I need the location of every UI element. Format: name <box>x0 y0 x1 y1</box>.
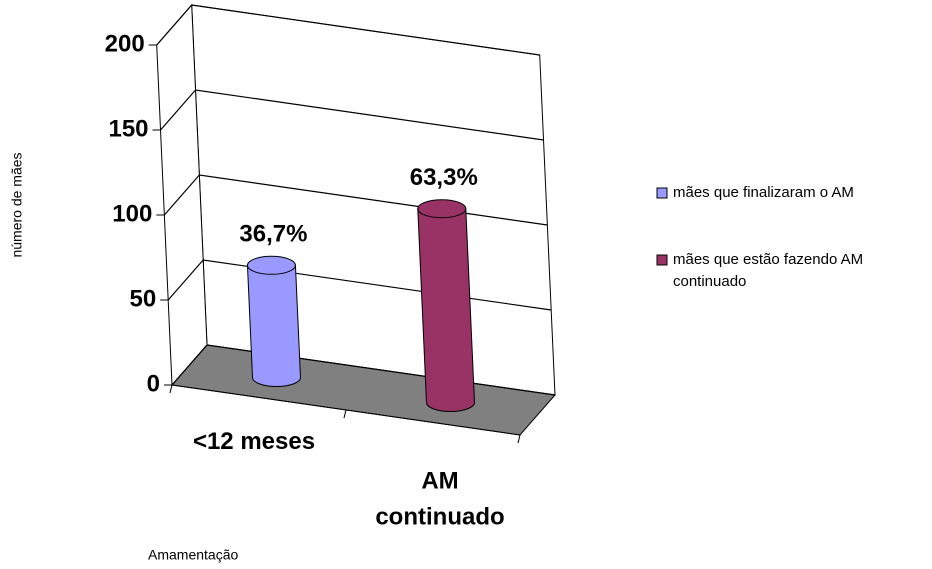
x-tick <box>517 434 521 444</box>
grid-line <box>156 4 540 56</box>
legend-label: mães que estão fazendo AM continuado <box>673 251 863 290</box>
legend-label: mães que finalizaram o AM <box>673 184 854 201</box>
bar-top <box>246 255 296 275</box>
x-tick <box>169 384 173 394</box>
y-tick-label: 0 <box>147 370 160 397</box>
bar <box>417 199 476 412</box>
bar-top <box>417 199 467 219</box>
y-tick-label: 200 <box>105 30 145 57</box>
data-label: 36,7% <box>239 221 307 248</box>
legend-swatch <box>656 254 668 266</box>
grid-line <box>160 89 544 141</box>
y-axis-label: número de mães <box>9 152 25 257</box>
x-axis <box>171 384 521 436</box>
y-tick-label: 100 <box>112 200 152 227</box>
bar <box>246 255 302 387</box>
y-tick-label: 50 <box>129 285 156 312</box>
x-axis-label: Amamentação <box>148 547 238 563</box>
x-tick-label: AM continuado <box>375 468 504 531</box>
bar-body <box>246 264 302 387</box>
y-tick-label: 150 <box>108 115 148 142</box>
data-label: 63,3% <box>410 164 478 191</box>
x-tick <box>343 409 347 419</box>
x-tick-label: <12 meses <box>193 428 315 455</box>
legend-swatch <box>656 187 668 199</box>
bar-body <box>417 208 476 412</box>
